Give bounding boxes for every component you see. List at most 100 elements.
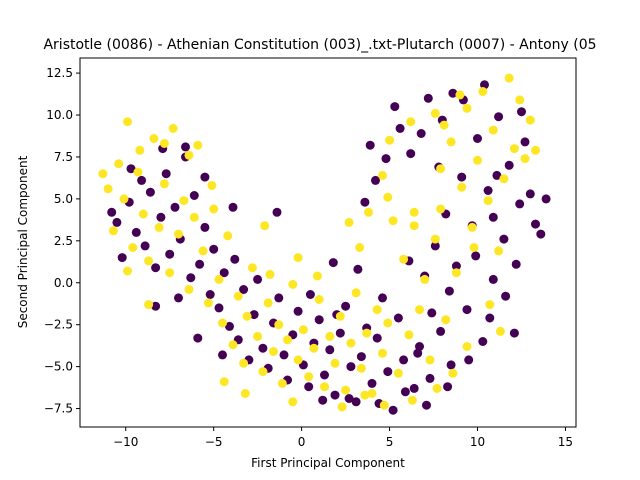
data-point-series0-41 — [314, 315, 324, 325]
data-point-series1-12 — [159, 179, 169, 189]
y-tick-label: 12.5 — [46, 66, 73, 80]
plot-frame — [79, 57, 577, 428]
y-axis-label: Second Principal Component — [16, 155, 30, 328]
data-point-series1-52 — [362, 328, 372, 338]
data-point-series0-6 — [140, 241, 150, 251]
data-point-series1-11 — [154, 222, 164, 232]
data-point-series1-1 — [103, 184, 113, 194]
data-point-series1-75 — [483, 196, 493, 206]
data-point-series1-73 — [473, 155, 482, 165]
data-point-series0-91 — [371, 175, 380, 185]
data-point-series1-94 — [383, 192, 393, 202]
data-point-series1-15 — [174, 229, 183, 239]
data-point-series1-108 — [240, 389, 250, 398]
data-point-series1-54 — [372, 305, 382, 315]
data-point-series0-104 — [427, 308, 437, 318]
data-point-series1-3 — [114, 159, 124, 169]
data-point-series0-26 — [239, 285, 249, 294]
data-point-series1-40 — [298, 325, 308, 335]
data-point-series0-110 — [485, 313, 495, 323]
data-point-series0-121 — [151, 301, 161, 311]
data-point-series1-62 — [415, 305, 424, 315]
data-point-series0-101 — [488, 212, 498, 222]
data-point-series0-116 — [228, 202, 238, 212]
data-point-series0-0 — [107, 207, 117, 217]
data-point-series0-11 — [165, 249, 175, 259]
y-tick-label: −7.5 — [44, 402, 73, 416]
data-point-series1-72 — [467, 222, 477, 232]
data-point-series0-106 — [400, 387, 410, 397]
data-point-series1-119 — [360, 390, 370, 400]
data-point-series1-43 — [314, 295, 324, 304]
data-point-series1-4 — [119, 194, 129, 204]
data-point-series0-45 — [335, 328, 345, 338]
data-point-series1-69 — [451, 268, 461, 278]
data-point-series1-39 — [293, 355, 303, 365]
data-point-series1-13 — [165, 268, 175, 278]
data-point-series0-93 — [365, 140, 375, 150]
points-layer — [98, 73, 551, 415]
data-point-series1-78 — [499, 174, 509, 184]
data-point-series1-70 — [457, 182, 467, 192]
data-point-series1-57 — [388, 216, 398, 226]
data-point-series1-36 — [277, 378, 287, 388]
data-point-series0-77 — [504, 160, 514, 170]
data-point-series0-100 — [517, 107, 526, 117]
y-axis-ticks: −7.5 −5.0 −2.5 0.0 2.5 5.0 7.5 10.0 12.5 — [44, 66, 80, 416]
data-point-series0-42 — [320, 370, 329, 380]
data-point-series0-44 — [330, 390, 340, 400]
data-point-series1-24 — [218, 318, 227, 328]
x-axis-label: First Principal Component — [251, 456, 405, 470]
data-point-series0-37 — [293, 306, 303, 316]
data-point-series0-108 — [443, 382, 453, 392]
data-point-series0-82 — [531, 219, 540, 229]
data-point-series0-8 — [151, 263, 161, 273]
data-point-series0-75 — [494, 112, 504, 122]
data-point-series1-49 — [346, 338, 356, 348]
data-point-series1-68 — [446, 137, 456, 147]
data-point-series0-99 — [492, 170, 502, 180]
data-point-series1-30 — [247, 263, 257, 273]
data-point-series1-21 — [203, 298, 213, 308]
data-point-series0-49 — [356, 352, 366, 362]
data-point-series0-78 — [509, 328, 519, 338]
data-point-series1-35 — [274, 320, 284, 330]
data-point-series1-63 — [420, 274, 430, 284]
data-point-series1-77 — [494, 246, 504, 256]
data-point-series0-76 — [499, 234, 509, 244]
data-point-series1-37 — [283, 335, 292, 345]
data-point-series1-117 — [337, 402, 347, 412]
data-point-series0-47 — [346, 362, 356, 372]
data-point-series0-92 — [360, 197, 370, 207]
data-point-series0-64 — [436, 326, 446, 336]
data-point-series0-74 — [488, 274, 498, 284]
y-tick-label: 5.0 — [54, 192, 73, 206]
data-point-series0-123 — [193, 333, 203, 343]
data-point-series0-73 — [483, 186, 493, 195]
data-point-series1-9 — [144, 256, 154, 266]
data-point-series1-27 — [233, 291, 243, 301]
data-point-series1-31 — [253, 331, 263, 341]
data-point-series0-57 — [399, 355, 409, 365]
data-point-series0-107 — [422, 400, 431, 410]
data-point-series0-87 — [423, 93, 433, 103]
data-point-series0-112 — [511, 259, 521, 269]
data-point-series0-117 — [200, 172, 210, 182]
data-point-series1-114 — [135, 145, 145, 155]
data-point-series1-84 — [531, 145, 540, 155]
data-point-series1-38 — [288, 279, 298, 289]
data-point-series1-87 — [430, 108, 440, 118]
data-point-series0-84 — [541, 194, 551, 204]
data-point-series1-34 — [269, 347, 278, 356]
data-point-series0-12 — [170, 202, 180, 212]
data-point-series0-24 — [230, 254, 240, 264]
data-point-series0-88 — [416, 129, 426, 138]
data-point-series0-33 — [274, 293, 284, 303]
data-point-series0-109 — [464, 355, 474, 365]
data-point-series0-15 — [186, 273, 196, 283]
data-point-series0-9 — [156, 212, 166, 222]
data-point-series1-51 — [356, 363, 366, 373]
chart-title: Aristotle (0086) - Athenian Constitution… — [43, 37, 596, 53]
data-point-series0-62 — [425, 373, 435, 383]
data-point-series0-114 — [305, 290, 315, 299]
